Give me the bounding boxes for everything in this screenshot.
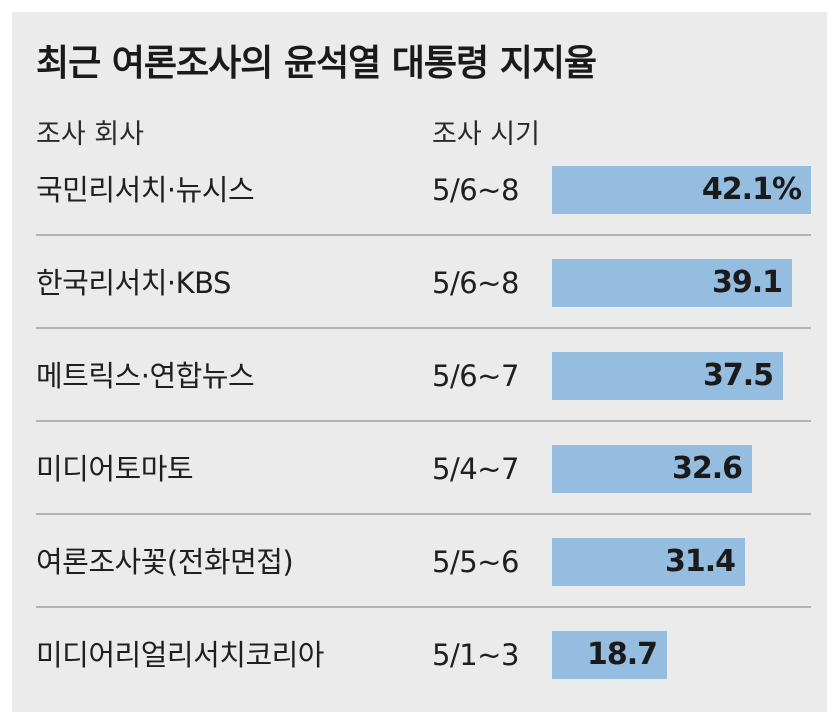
- bar: 42.1%: [552, 166, 811, 214]
- company-label: 미디어토마토: [36, 452, 194, 486]
- bar-value-label: 42.1%: [701, 172, 802, 207]
- bar: 31.4: [552, 538, 745, 586]
- bar-value-label: 32.6: [671, 451, 743, 486]
- company-label: 메트릭스·연합뉴스: [36, 359, 255, 393]
- bar-value-label: 37.5: [702, 358, 774, 393]
- bar: 32.6: [552, 445, 752, 493]
- company-label: 국민리서치·뉴시스: [36, 173, 255, 207]
- company-label: 여론조사꽃(전화면접): [36, 545, 294, 579]
- column-header-period: 조사 시기: [432, 119, 540, 150]
- period-label: 5/1~3: [432, 638, 519, 672]
- table-row: 미디어리얼리서치코리아 5/1~3 18.7: [12, 627, 827, 683]
- chart-title: 최근 여론조사의 윤석열 대통령 지지율: [36, 43, 597, 84]
- period-label: 5/4~7: [432, 452, 519, 486]
- row-divider: [36, 513, 811, 515]
- bar: 39.1: [552, 259, 792, 307]
- chart-panel: 최근 여론조사의 윤석열 대통령 지지율 조사 회사 조사 시기 국민리서치·뉴…: [12, 12, 827, 712]
- bar: 18.7: [552, 631, 667, 679]
- table-row: 국민리서치·뉴시스 5/6~8 42.1%: [12, 162, 827, 218]
- row-divider: [36, 234, 811, 236]
- period-label: 5/5~6: [432, 545, 519, 579]
- table-row: 미디어토마토 5/4~7 32.6: [12, 441, 827, 497]
- row-divider: [36, 327, 811, 329]
- bar-value-label: 39.1: [711, 265, 783, 300]
- row-divider: [36, 420, 811, 422]
- period-label: 5/6~7: [432, 359, 519, 393]
- column-header-company: 조사 회사: [36, 119, 144, 150]
- company-label: 한국리서치·KBS: [36, 266, 231, 300]
- period-label: 5/6~8: [432, 173, 519, 207]
- company-label: 미디어리얼리서치코리아: [36, 638, 324, 672]
- row-divider: [36, 606, 811, 608]
- table-row: 메트릭스·연합뉴스 5/6~7 37.5: [12, 348, 827, 404]
- bar-value-label: 18.7: [586, 637, 658, 672]
- bar: 37.5: [552, 352, 783, 400]
- period-label: 5/6~8: [432, 266, 519, 300]
- table-row: 한국리서치·KBS 5/6~8 39.1: [12, 255, 827, 311]
- bar-value-label: 31.4: [664, 544, 736, 579]
- table-row: 여론조사꽃(전화면접) 5/5~6 31.4: [12, 534, 827, 590]
